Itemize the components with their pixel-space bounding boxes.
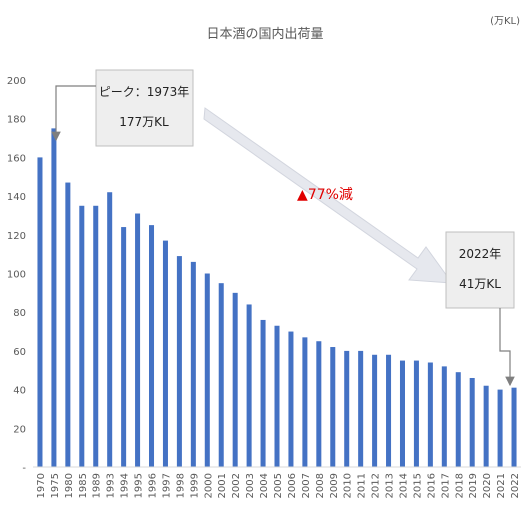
bar	[107, 192, 113, 468]
bar	[372, 354, 378, 467]
bar	[316, 341, 322, 467]
peak-callout-pointer	[51, 85, 96, 142]
bar	[497, 389, 503, 467]
x-tick-label: 2018	[454, 473, 465, 498]
bar	[302, 337, 308, 467]
x-tick-label: 2010	[343, 473, 354, 498]
x-tick-label: 2001	[217, 473, 228, 498]
x-tick-label: 2019	[468, 473, 479, 498]
x-tick-label: 2020	[482, 473, 493, 498]
bar	[190, 261, 196, 467]
decline-label: ▲77%減	[297, 186, 353, 203]
x-tick-label: 2017	[440, 473, 451, 498]
x-tick-label: 1975	[50, 473, 61, 498]
peak-callout-box	[95, 69, 194, 147]
bar	[246, 304, 252, 467]
x-tick-label: 1970	[36, 473, 47, 498]
bar	[176, 256, 182, 467]
bar	[399, 360, 405, 467]
y-tick-label: 80	[13, 308, 26, 319]
bar	[469, 377, 475, 467]
bar	[441, 366, 447, 467]
y-tick-label: 200	[7, 76, 26, 87]
bar	[79, 205, 85, 467]
chart-title: 日本酒の国内出荷量	[206, 26, 323, 42]
y-tick-label: 120	[7, 231, 26, 242]
x-tick-label: 2003	[245, 473, 256, 498]
bar	[483, 385, 489, 467]
bar	[413, 360, 419, 467]
y-tick-label: 40	[13, 386, 26, 397]
x-tick-label: 1993	[106, 473, 117, 498]
bar	[344, 350, 350, 467]
x-tick-label: 2004	[259, 473, 270, 498]
latest-callout-line1: 2022年	[459, 247, 502, 261]
bar	[218, 283, 224, 467]
x-tick-label: 2007	[301, 473, 312, 498]
decline-arrow	[203, 107, 454, 284]
latest-callout-line2: 41万KL	[459, 277, 501, 291]
bar	[204, 273, 210, 467]
bar	[358, 350, 364, 467]
bar	[455, 372, 461, 467]
x-tick-label: 2021	[496, 473, 507, 498]
y-tick-label: 180	[7, 115, 26, 126]
x-tick-label: 2013	[385, 473, 396, 498]
y-tick-label: 20	[13, 424, 26, 435]
y-tick-label: 100	[7, 270, 26, 281]
bar	[232, 292, 238, 467]
x-tick-label: 2016	[426, 473, 437, 498]
bar	[260, 319, 266, 467]
x-tick-label: 2000	[203, 473, 214, 498]
x-tick-label: 1995	[134, 473, 145, 498]
peak-callout-line2: 177万KL	[119, 115, 169, 129]
latest-callout-box	[445, 231, 515, 309]
bar	[149, 225, 155, 467]
bar	[121, 227, 127, 467]
x-tick-label: 2011	[357, 473, 368, 498]
bar	[288, 331, 294, 467]
x-tick-label: 1996	[148, 473, 159, 498]
x-tick-label: 2006	[287, 473, 298, 498]
bar	[93, 205, 99, 467]
unit-label: (万KL)	[490, 16, 520, 27]
x-tick-label: 2015	[412, 473, 423, 498]
x-tick-label: 2014	[398, 473, 409, 498]
x-axis: 1970 1975 1980 1985 1989 1993 1994 1995 1996 1997…	[33, 466, 521, 498]
x-tick-label: 2022	[510, 473, 521, 498]
y-tick-label: 60	[13, 347, 26, 358]
bar	[427, 362, 433, 467]
x-tick-label: 1994	[120, 473, 131, 498]
bar	[274, 325, 280, 467]
bar	[511, 387, 517, 467]
x-tick-label: 1998	[175, 473, 186, 498]
peak-callout: ピーク：1973年 177万KL	[51, 69, 194, 147]
y-tick-label: -	[22, 463, 26, 474]
bar	[65, 182, 71, 467]
x-tick-label: 1980	[64, 473, 75, 498]
bar	[135, 213, 141, 467]
latest-callout: 2022年 41万KL	[445, 231, 515, 387]
x-tick-label: 2008	[315, 473, 326, 498]
bar-series	[37, 128, 517, 468]
y-tick-label: 140	[7, 192, 26, 203]
bar	[330, 347, 336, 467]
x-tick-label: 2009	[329, 473, 340, 498]
bar	[37, 157, 43, 467]
bar	[386, 354, 392, 467]
x-tick-label: 1985	[78, 473, 89, 498]
x-tick-label: 2012	[371, 473, 382, 498]
peak-callout-line1: ピーク：1973年	[99, 85, 190, 99]
x-tick-label: 1989	[92, 473, 103, 498]
bar	[51, 128, 57, 467]
y-tick-label: 160	[7, 153, 26, 164]
x-tick-label: 2005	[273, 473, 284, 498]
latest-callout-pointer	[499, 308, 515, 387]
x-tick-label: 2002	[231, 473, 242, 498]
y-axis: - 20 40 60 80 100 120 140 160 180 200	[7, 76, 26, 474]
x-tick-label: 1999	[189, 473, 200, 498]
x-tick-label: 1997	[161, 473, 172, 498]
bar	[162, 240, 168, 467]
